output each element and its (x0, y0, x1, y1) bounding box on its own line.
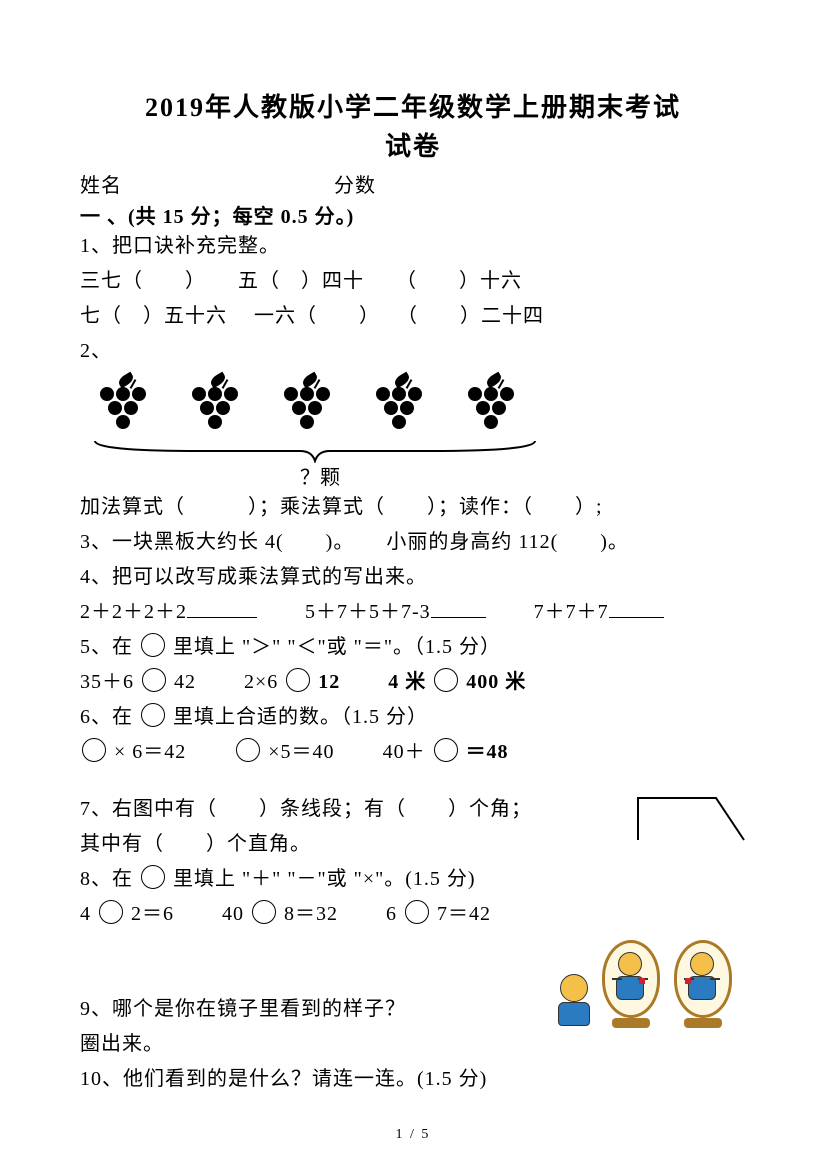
grape-cluster-icon (458, 373, 522, 437)
q6a: × 6＝42 (114, 741, 186, 763)
circle-icon (252, 900, 276, 924)
page-title-line2: 试卷 (80, 126, 746, 163)
q1-line1: 三七（ ） 五（ ）四十 （ ）十六 (80, 264, 746, 299)
brace-wrap: ？颗 (90, 437, 550, 490)
grape-cluster-icon (274, 373, 338, 437)
score-label: 分数 (334, 175, 376, 197)
grape-row (90, 373, 746, 437)
q9-block: 9、哪个是你在镜子里看到的样子？ 圈出来。 (80, 932, 746, 1062)
q5b2: 12 (318, 671, 340, 693)
down-brace-icon (90, 437, 540, 463)
q6-head: 6、在 里填上合适的数。（1.5 分） (80, 700, 746, 735)
q5c1: 4 米 (388, 671, 426, 693)
q2-line: 加法算式（ ）；乘法算式（ ）；读作：（ ）; (80, 490, 746, 525)
circle-icon (434, 738, 458, 762)
q1-line2: 七（ ）五十六 一六（ ） （ ）二十四 (80, 299, 746, 334)
q5a1: 35＋6 (80, 671, 134, 693)
name-label: 姓名 (80, 175, 122, 197)
page-title-line1: 2019年人教版小学二年级数学上册期末考试 (80, 90, 746, 126)
q4-expr2: 5＋7＋5＋7-3 (305, 601, 431, 623)
q5b1: 2×6 (244, 671, 278, 693)
q3-line: 3、一块黑板大约长 4( )。 小丽的身高约 112( )。 (80, 525, 746, 560)
q4-expr1: 2＋2＋2＋2 (80, 601, 187, 623)
circle-icon (141, 703, 165, 727)
kid-icon (552, 974, 596, 1032)
circle-icon (141, 865, 165, 889)
name-score-row: 姓名 分数 (80, 169, 746, 198)
grape-cluster-icon (366, 373, 430, 437)
q6-exprs: × 6＝42 ×5＝40 40＋ ＝48 (80, 735, 746, 770)
q8a-pre: 4 (80, 903, 91, 925)
q8-head: 8、在 里填上 "＋" "－"或 "×"。(1.5 分) (80, 862, 746, 897)
q4-head: 4、把可以改写成乘法算式的写出来。 (80, 560, 746, 595)
mirror-option-icon (670, 938, 736, 1030)
q6c-pre: 40＋ (383, 741, 426, 763)
q9-line2: 圈出来。 (80, 1027, 746, 1062)
parallelogram-shape-icon (636, 796, 746, 842)
q8a-post: 2＝6 (131, 903, 174, 925)
circle-icon (82, 738, 106, 762)
circle-icon (141, 633, 165, 657)
q8b-pre: 40 (222, 903, 244, 925)
q4-exprs: 2＋2＋2＋2 5＋7＋5＋7-3 7＋7＋7 (80, 595, 746, 630)
q1-head: 1、把口诀补充完整。 (80, 229, 746, 264)
circle-icon (236, 738, 260, 762)
circle-icon (142, 668, 166, 692)
mirror-option-icon (598, 938, 664, 1030)
section1-heading: 一 、(共 15 分；每空 0.5 分。) (80, 200, 746, 229)
q8c-pre: 6 (386, 903, 397, 925)
q5-exprs: 35＋6 42 2×6 12 4 米 400 米 (80, 665, 746, 700)
circle-icon (405, 900, 429, 924)
q6b: ×5＝40 (268, 741, 334, 763)
q2-head: 2、 (80, 334, 746, 369)
q4-expr3: 7＋7＋7 (534, 601, 609, 623)
mirror-options (598, 938, 736, 1030)
grape-cluster-icon (182, 373, 246, 437)
circle-icon (434, 668, 458, 692)
q5a2: 42 (174, 671, 196, 693)
q5-head: 5、在 里填上 "＞" "＜"或 "＝"。（1.5 分） (80, 630, 746, 665)
circle-icon (99, 900, 123, 924)
q6c-post: ＝48 (466, 741, 509, 763)
q10-line: 10、他们看到的是什么？请连一连。(1.5 分) (80, 1062, 746, 1097)
exam-page: 2019年人教版小学二年级数学上册期末考试 试卷 姓名 分数 一 、(共 15 … (0, 0, 826, 1169)
circle-icon (286, 668, 310, 692)
brace-label: ？颗 (90, 461, 550, 490)
q5c2: 400 米 (466, 671, 526, 693)
grape-cluster-icon (90, 373, 154, 437)
q8c-post: 7＝42 (437, 903, 491, 925)
page-number: 1 / 5 (0, 1127, 826, 1143)
q8-exprs: 4 2＝6 40 8＝32 6 7＝42 (80, 897, 746, 932)
q8b-post: 8＝32 (284, 903, 338, 925)
